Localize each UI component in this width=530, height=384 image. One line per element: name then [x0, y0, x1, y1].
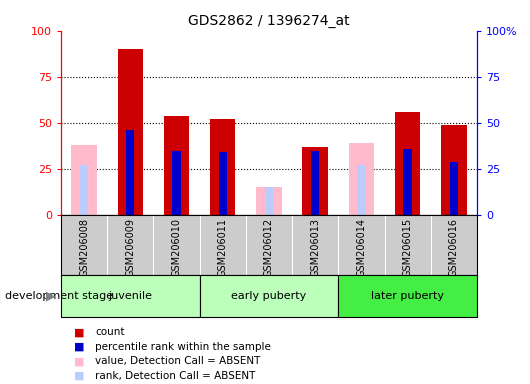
Text: GSM206015: GSM206015: [403, 218, 413, 277]
Text: rank, Detection Call = ABSENT: rank, Detection Call = ABSENT: [95, 371, 256, 381]
Bar: [303, 147, 328, 215]
Text: percentile rank within the sample: percentile rank within the sample: [95, 342, 271, 352]
Bar: [61, 275, 200, 317]
Text: GSM206008: GSM206008: [79, 218, 89, 277]
Bar: [338, 275, 477, 317]
Bar: [403, 149, 412, 215]
Bar: [441, 125, 466, 215]
Text: ■: ■: [74, 327, 85, 337]
Bar: [72, 145, 97, 215]
Bar: [257, 187, 281, 215]
Text: value, Detection Call = ABSENT: value, Detection Call = ABSENT: [95, 356, 261, 366]
Text: GSM206012: GSM206012: [264, 218, 274, 277]
Text: ■: ■: [74, 356, 85, 366]
Title: GDS2862 / 1396274_at: GDS2862 / 1396274_at: [188, 14, 350, 28]
Text: development stage: development stage: [5, 291, 113, 301]
Text: early puberty: early puberty: [232, 291, 306, 301]
Text: GSM206014: GSM206014: [357, 218, 366, 277]
Bar: [395, 112, 420, 215]
Bar: [118, 49, 143, 215]
Text: GSM206009: GSM206009: [125, 218, 135, 277]
Text: GSM206013: GSM206013: [310, 218, 320, 277]
Bar: [164, 116, 189, 215]
Text: GSM206016: GSM206016: [449, 218, 459, 277]
Text: ■: ■: [74, 342, 85, 352]
Bar: [210, 119, 235, 215]
Text: later puberty: later puberty: [371, 291, 444, 301]
Bar: [349, 143, 374, 215]
Bar: [311, 151, 320, 215]
Text: ■: ■: [74, 371, 85, 381]
Text: GSM206010: GSM206010: [172, 218, 181, 277]
Text: juvenile: juvenile: [108, 291, 152, 301]
Bar: [265, 187, 273, 215]
Text: count: count: [95, 327, 125, 337]
Bar: [172, 151, 181, 215]
Bar: [218, 152, 227, 215]
Bar: [200, 275, 338, 317]
Bar: [80, 165, 88, 215]
Bar: [357, 165, 366, 215]
Text: ▶: ▶: [46, 289, 56, 302]
Bar: [450, 162, 458, 215]
Bar: [126, 130, 135, 215]
Text: GSM206011: GSM206011: [218, 218, 228, 277]
